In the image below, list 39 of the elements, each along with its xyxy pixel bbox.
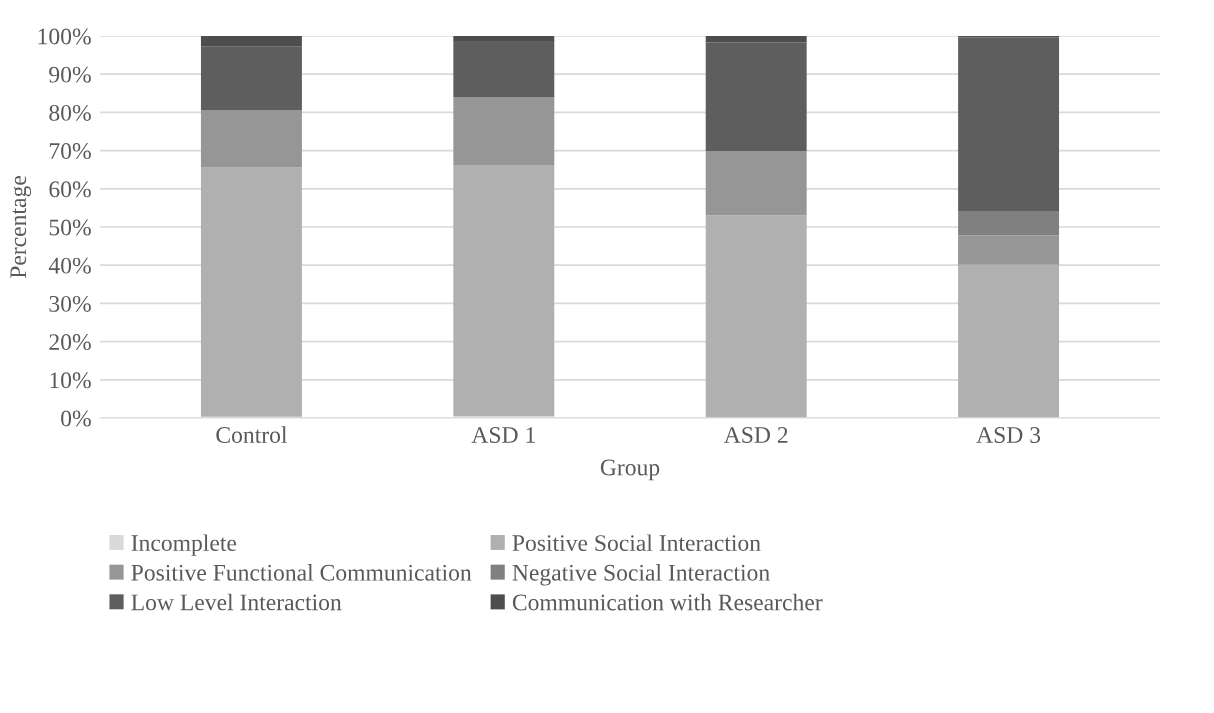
x-tick-label: ASD 3: [976, 427, 1041, 443]
y-tick-label: 70%: [49, 143, 91, 160]
legend-label: Incomplete: [131, 534, 237, 556]
legend-label: Negative Social Interaction: [512, 564, 770, 586]
y-tick-label: 60%: [49, 181, 91, 198]
y-tick-label: 0%: [61, 410, 91, 427]
bar: [958, 37, 1060, 211]
bar: [705, 36, 807, 43]
bar: [958, 264, 1060, 418]
y-tick-label: 10%: [50, 372, 91, 389]
bar: [453, 40, 555, 98]
y-axis-title: Percentage: [10, 176, 32, 279]
y-tick-label: 100%: [38, 28, 91, 45]
bar: [453, 165, 555, 417]
bar: [200, 36, 302, 47]
legend-label: Positive Functional Communication: [131, 564, 472, 581]
legend-label: Positive Social Interaction: [512, 534, 761, 552]
legend-label: Low Level Interaction: [131, 593, 342, 611]
y-tick-label: 80%: [49, 104, 91, 121]
bar: [200, 110, 302, 168]
y-tick-label: 90%: [49, 66, 91, 83]
bar: [453, 97, 555, 166]
bar: [200, 46, 302, 111]
bar: [453, 36, 555, 41]
x-tick-label: Control: [216, 426, 288, 443]
y-tick-label: 50%: [49, 219, 91, 236]
bar: [958, 235, 1060, 265]
bar: [200, 167, 302, 417]
bar: [705, 150, 807, 216]
x-tick-label: ASD 1: [471, 427, 535, 443]
y-tick-label: 40%: [48, 257, 91, 274]
bar: [958, 210, 1060, 236]
x-tick-label: ASD 2: [723, 427, 788, 443]
x-axis-title: Group: [600, 459, 660, 481]
legend-label: Communication with Researcher: [512, 593, 823, 611]
y-tick-label: 30%: [49, 295, 91, 312]
bar: [705, 215, 807, 418]
bar: [705, 42, 807, 151]
y-tick-label: 20%: [49, 334, 91, 351]
